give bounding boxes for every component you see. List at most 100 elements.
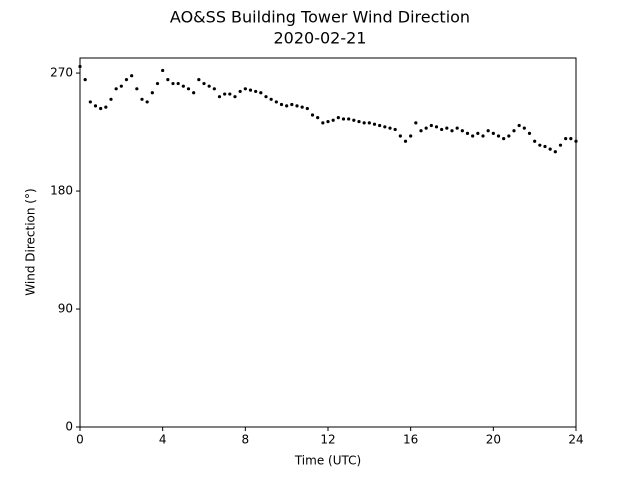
- data-point: [564, 137, 568, 141]
- data-point: [440, 127, 444, 132]
- data-point: [83, 78, 87, 82]
- data-point: [238, 89, 242, 94]
- data-point: [352, 118, 356, 122]
- data-point: [388, 126, 392, 130]
- data-point: [403, 139, 408, 143]
- y-axis-label: Wind Direction (°): [24, 188, 38, 295]
- data-point: [362, 121, 366, 125]
- data-point: [341, 117, 346, 121]
- data-point: [212, 87, 216, 91]
- data-point: [166, 78, 170, 82]
- data-point: [243, 87, 247, 91]
- data-point: [254, 89, 258, 94]
- data-point: [310, 113, 315, 117]
- data-point: [161, 68, 165, 73]
- data-point: [176, 81, 180, 86]
- data-point: [569, 137, 573, 141]
- data-point: [409, 134, 413, 138]
- x-tick-label: 20: [486, 433, 501, 447]
- chart-title: AO&SS Building Tower Wind Direction: [170, 8, 470, 27]
- data-point: [305, 106, 309, 111]
- data-point: [574, 139, 578, 143]
- data-point: [517, 123, 521, 128]
- data-point: [223, 92, 227, 96]
- data-point: [434, 125, 439, 129]
- data-point: [295, 104, 299, 108]
- data-point: [491, 131, 495, 135]
- data-point: [104, 105, 108, 109]
- data-point: [486, 129, 490, 133]
- x-tick-label: 24: [568, 433, 583, 447]
- data-point: [476, 131, 480, 135]
- data-point: [124, 78, 129, 82]
- data-point: [78, 64, 82, 69]
- data-point: [367, 121, 371, 125]
- data-point: [372, 122, 377, 126]
- data-point: [496, 134, 501, 138]
- data-point: [228, 92, 232, 96]
- data-point: [269, 97, 273, 101]
- data-point: [527, 131, 532, 135]
- data-point: [264, 95, 268, 99]
- data-point: [186, 87, 191, 91]
- data-point: [429, 123, 433, 128]
- data-point: [383, 125, 387, 129]
- data-point: [393, 127, 397, 132]
- data-point: [207, 84, 211, 88]
- chart-subtitle: 2020-02-21: [274, 29, 367, 48]
- data-point: [88, 100, 92, 104]
- data-point: [150, 91, 154, 95]
- data-point: [357, 119, 361, 124]
- y-tick-label: 180: [50, 184, 73, 198]
- y-tick-label: 0: [65, 420, 73, 434]
- data-point: [155, 81, 160, 86]
- x-axis-label: Time (UTC): [294, 454, 361, 468]
- plot-frame: [79, 57, 577, 428]
- data-point: [130, 74, 134, 78]
- data-point: [507, 134, 511, 138]
- data-point: [99, 106, 103, 111]
- data-point: [481, 134, 485, 138]
- y-tick-label: 270: [50, 66, 73, 80]
- data-point: [119, 84, 123, 88]
- data-point: [553, 150, 557, 154]
- x-tick-label: 16: [403, 433, 418, 447]
- data-point: [140, 97, 144, 101]
- data-point: [109, 97, 113, 101]
- data-point: [445, 126, 449, 130]
- data-point: [145, 100, 149, 104]
- data-point: [197, 78, 201, 82]
- x-tick-label: 4: [159, 433, 167, 447]
- y-tick-label: 90: [58, 302, 73, 316]
- data-point: [460, 129, 464, 133]
- data-point: [336, 116, 340, 120]
- data-point: [300, 105, 304, 109]
- data-point: [558, 143, 563, 147]
- data-point: [424, 126, 428, 130]
- data-point: [114, 87, 118, 91]
- data-point: [326, 119, 330, 124]
- data-point: [378, 123, 382, 128]
- data-point: [455, 126, 459, 130]
- data-point: [414, 121, 418, 125]
- data-point: [471, 134, 475, 138]
- data-point: [259, 91, 263, 95]
- x-tick-label: 8: [242, 433, 250, 447]
- data-point: [543, 144, 547, 149]
- data-point: [502, 137, 506, 141]
- data-point: [321, 121, 325, 125]
- data-point: [512, 129, 516, 133]
- data-point: [248, 88, 253, 92]
- data-point: [522, 126, 526, 130]
- data-point: [347, 117, 351, 121]
- data-point: [450, 129, 454, 133]
- data-point: [279, 102, 284, 107]
- data-point: [233, 95, 237, 99]
- x-tick-label: 12: [320, 433, 335, 447]
- data-point: [548, 147, 552, 151]
- data-point: [135, 87, 139, 91]
- data-point: [419, 129, 423, 133]
- data-point: [171, 81, 175, 86]
- data-point: [217, 95, 222, 99]
